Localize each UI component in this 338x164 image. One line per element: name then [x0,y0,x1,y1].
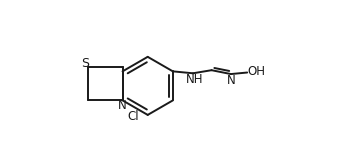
Text: NH: NH [186,73,203,86]
Text: N: N [226,74,235,87]
Text: N: N [118,99,127,112]
Text: Cl: Cl [127,110,139,123]
Text: OH: OH [247,65,265,78]
Text: S: S [81,58,89,71]
